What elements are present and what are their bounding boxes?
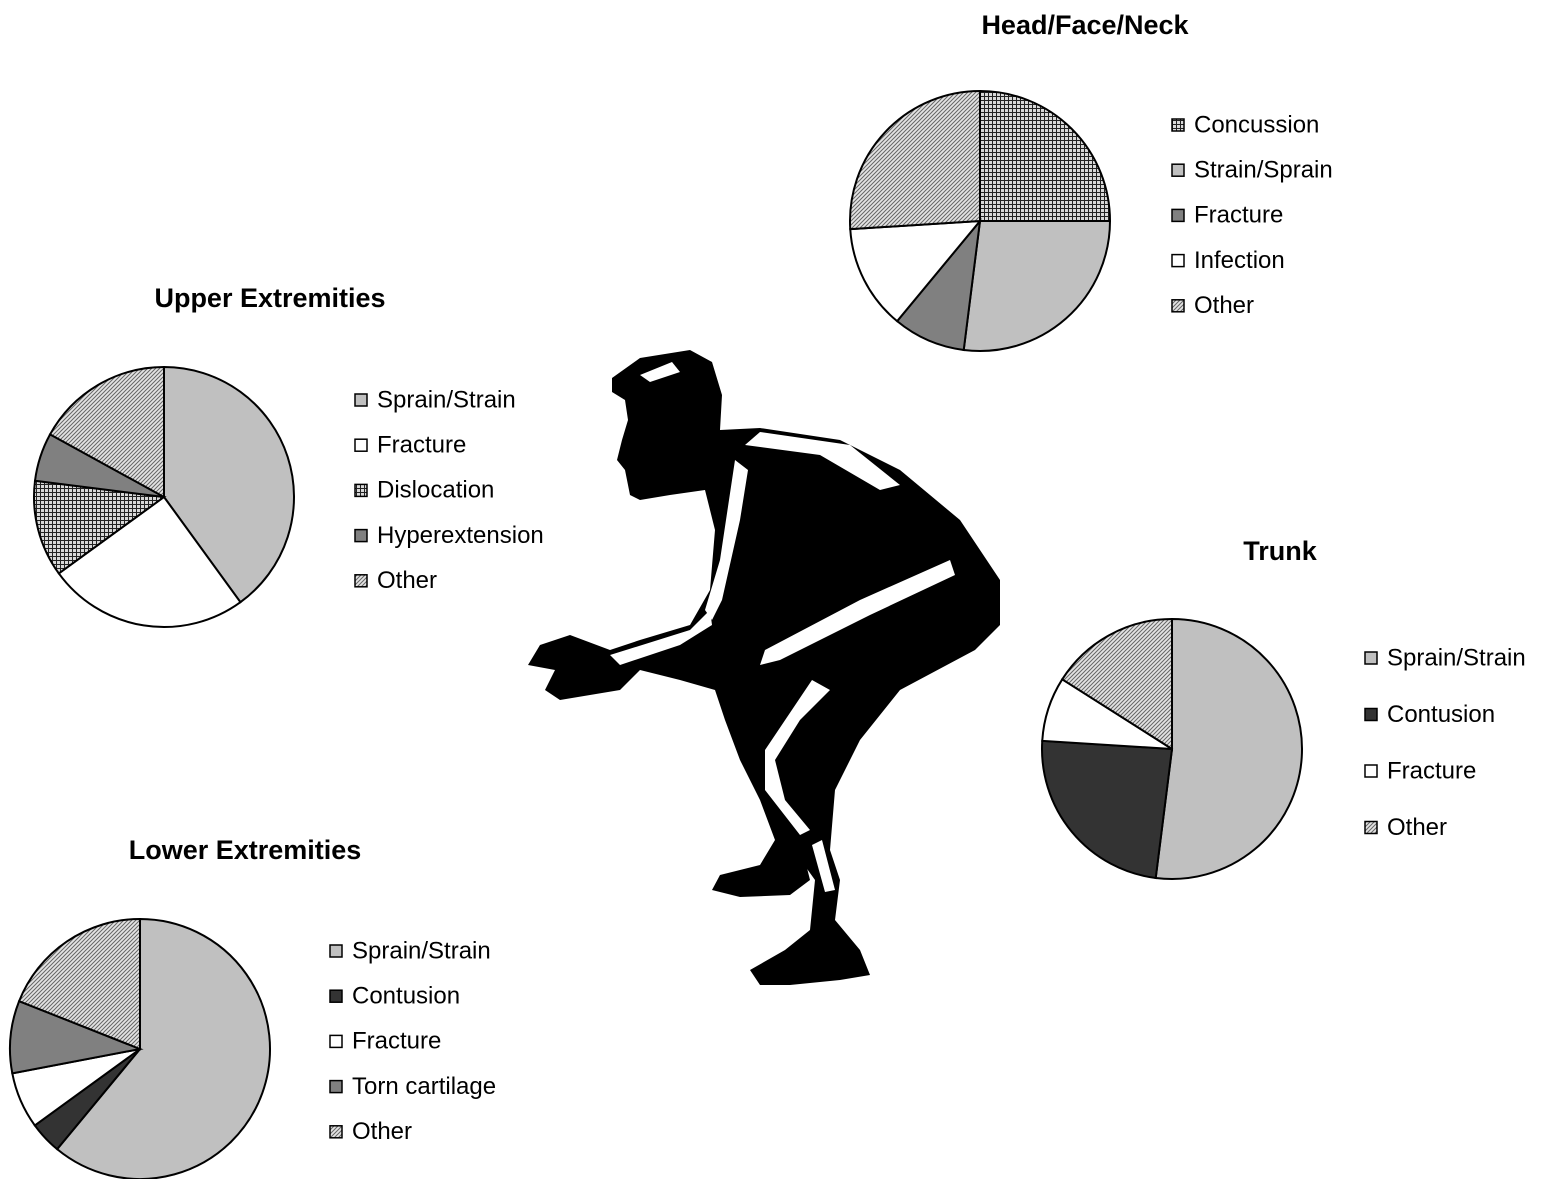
legend-label: Concussion xyxy=(1194,111,1319,138)
legend-swatch xyxy=(1171,299,1185,313)
legend-swatch xyxy=(329,1034,343,1049)
legend-swatch xyxy=(354,528,368,543)
legend-label: Contusion xyxy=(1387,701,1495,728)
legend-swatch xyxy=(329,944,343,958)
legend-swatch xyxy=(329,989,343,1003)
legend-swatch xyxy=(1171,118,1185,132)
chart-title: Trunk xyxy=(1243,536,1317,566)
legend-label: Other xyxy=(1194,292,1254,319)
legend-swatch xyxy=(1171,253,1185,268)
pie-slice xyxy=(849,219,983,323)
legend-label: Other xyxy=(352,1118,412,1145)
pie-slice xyxy=(1060,617,1173,751)
legend-label: Sprain/Strain xyxy=(377,386,516,413)
legend-swatch xyxy=(1364,707,1378,722)
legend-label: Fracture xyxy=(352,1028,441,1055)
legend-swatch xyxy=(354,438,368,452)
pie-slice xyxy=(55,917,271,1179)
chart-title: Lower Extremities xyxy=(129,835,362,865)
legend-swatch xyxy=(1364,820,1378,835)
legend-label: Strain/Sprain xyxy=(1194,157,1333,184)
legend-swatch xyxy=(1171,163,1185,177)
pie-slice xyxy=(1154,617,1303,880)
legend-label: Other xyxy=(1387,814,1447,841)
legend-label: Sprain/Strain xyxy=(1387,644,1526,671)
pie-slice xyxy=(849,89,981,231)
pie-slice xyxy=(48,365,165,499)
legend-label: Dislocation xyxy=(377,477,494,504)
chart-title: Upper Extremities xyxy=(154,283,385,313)
legend-swatch xyxy=(354,574,368,588)
pie-slice xyxy=(962,220,1112,352)
legend-label: Fracture xyxy=(1387,757,1476,784)
chart-title: Head/Face/Neck xyxy=(981,10,1189,40)
legend-swatch xyxy=(329,1079,343,1094)
legend-swatch xyxy=(1364,764,1378,778)
legend-swatch xyxy=(1171,208,1185,223)
legend-label: Contusion xyxy=(352,983,460,1010)
silhouette-highlights xyxy=(610,362,955,892)
pie-slice xyxy=(163,365,295,604)
pie-slice xyxy=(1041,739,1174,880)
legend-label: Infection xyxy=(1194,247,1285,274)
legend-swatch xyxy=(329,1125,343,1139)
wrestler-silhouette xyxy=(528,350,1000,985)
legend-label: Torn cartilage xyxy=(352,1073,496,1100)
legend-swatch xyxy=(1364,651,1378,665)
pie-slice xyxy=(57,495,242,628)
pie-slice xyxy=(17,917,141,1051)
legend-label: Fracture xyxy=(1194,202,1283,229)
legend-swatch xyxy=(354,483,368,498)
legend-label: Fracture xyxy=(377,432,466,459)
legend-swatch xyxy=(354,393,368,407)
pie-slice xyxy=(979,89,1112,222)
pie-slice xyxy=(33,479,167,575)
legend-label: Hyperextension xyxy=(377,522,544,549)
legend-label: Other xyxy=(377,567,437,594)
legend-label: Sprain/Strain xyxy=(352,937,491,964)
